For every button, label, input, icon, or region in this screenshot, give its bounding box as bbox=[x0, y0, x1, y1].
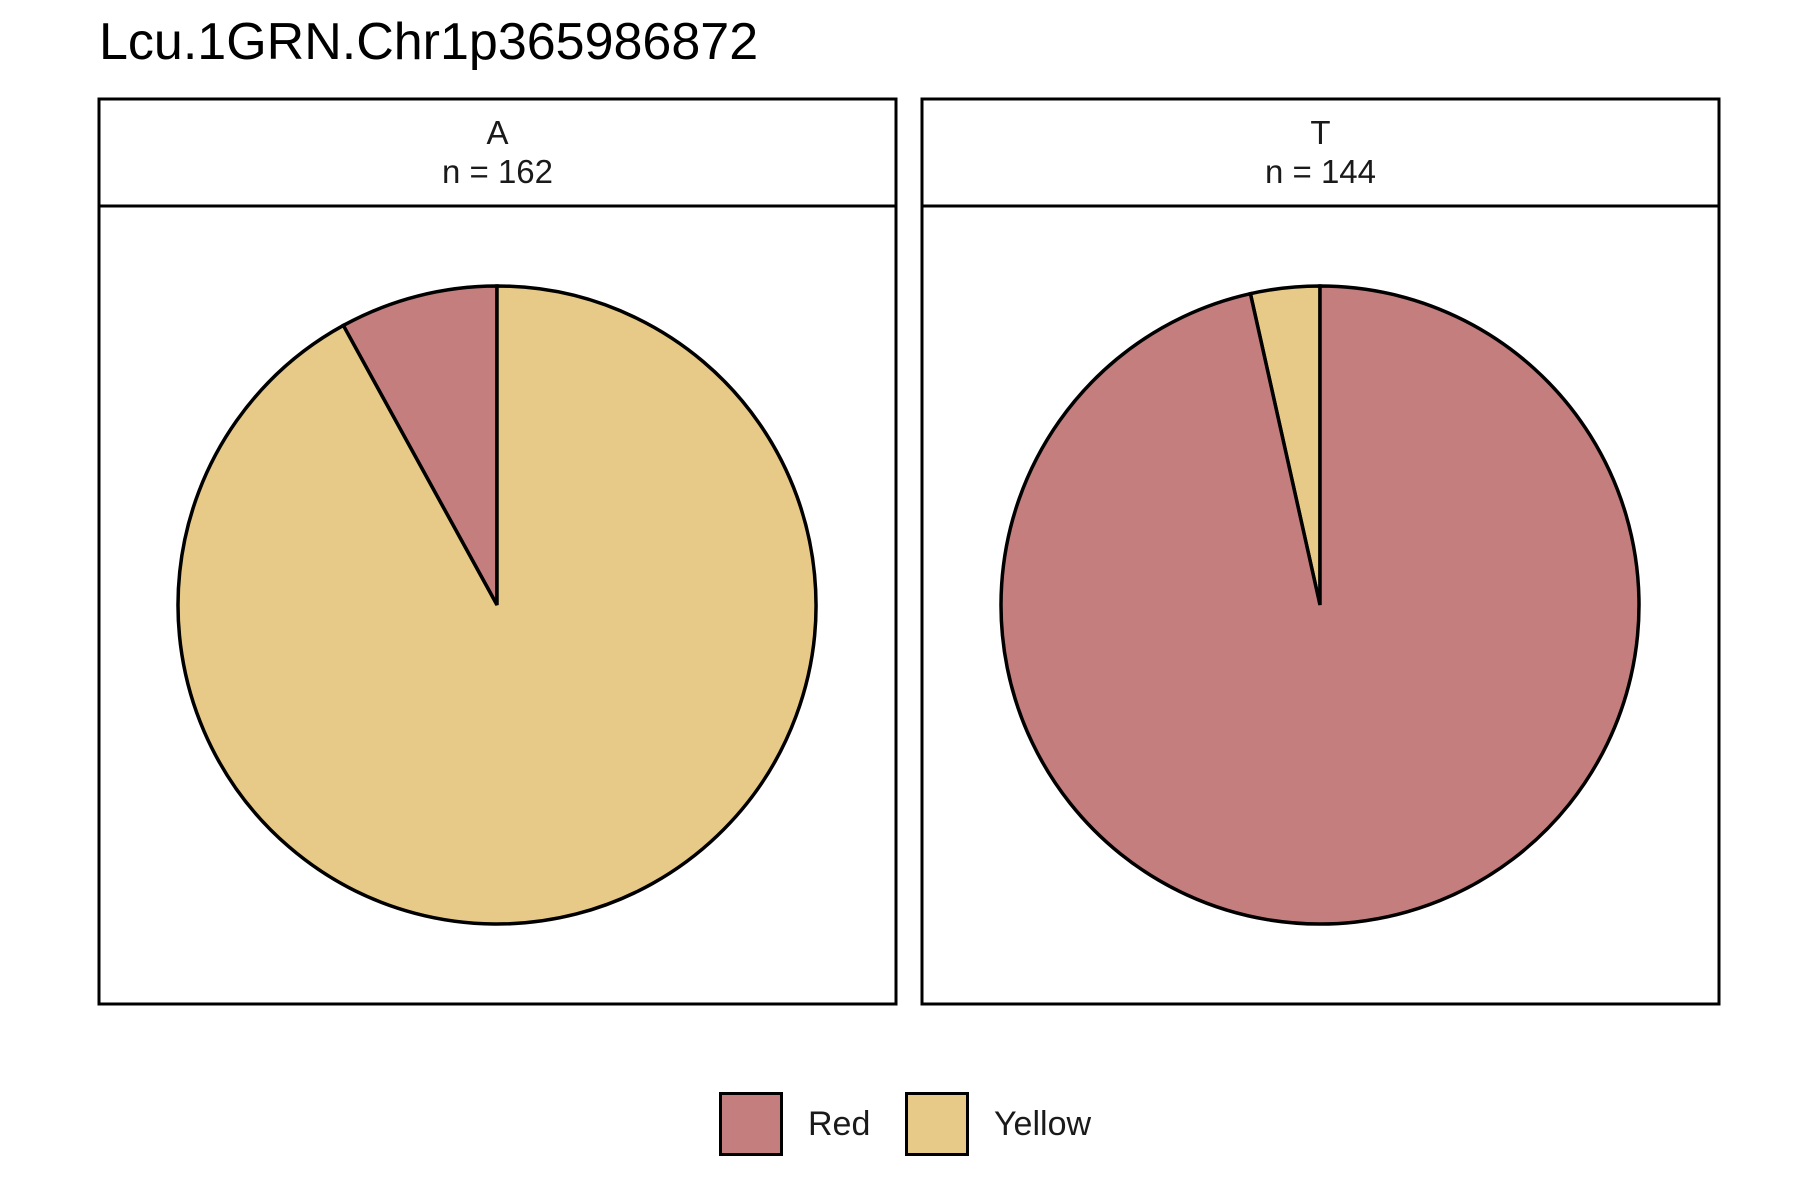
legend-label-red: Red bbox=[808, 1104, 871, 1143]
chart-title: Lcu.1GRN.Chr1p365986872 bbox=[99, 13, 759, 71]
pie-slice-a-yellow bbox=[176, 284, 818, 926]
legend-item-red: Red bbox=[719, 1089, 870, 1159]
legend-item-yellow: Yellow bbox=[905, 1089, 1091, 1159]
legend-key-yellow bbox=[905, 1092, 969, 1156]
facet-strip-a bbox=[97, 97, 898, 208]
legend: Red Yellow bbox=[0, 1089, 1800, 1159]
facet-label-a: A bbox=[486, 114, 508, 151]
pie-facets: An = 162 Tn = 144 bbox=[97, 97, 1721, 1006]
pie-slice-a-red bbox=[340, 284, 499, 606]
facet-label-t: T bbox=[1310, 114, 1330, 151]
legend-key-red bbox=[719, 1092, 783, 1156]
facet-strip-t bbox=[920, 97, 1721, 208]
legend-label-yellow: Yellow bbox=[994, 1104, 1092, 1143]
facet-n-a: n = 162 bbox=[442, 153, 553, 190]
pie-slice-t-red bbox=[999, 284, 1641, 926]
facet-n-t: n = 144 bbox=[1265, 153, 1376, 190]
